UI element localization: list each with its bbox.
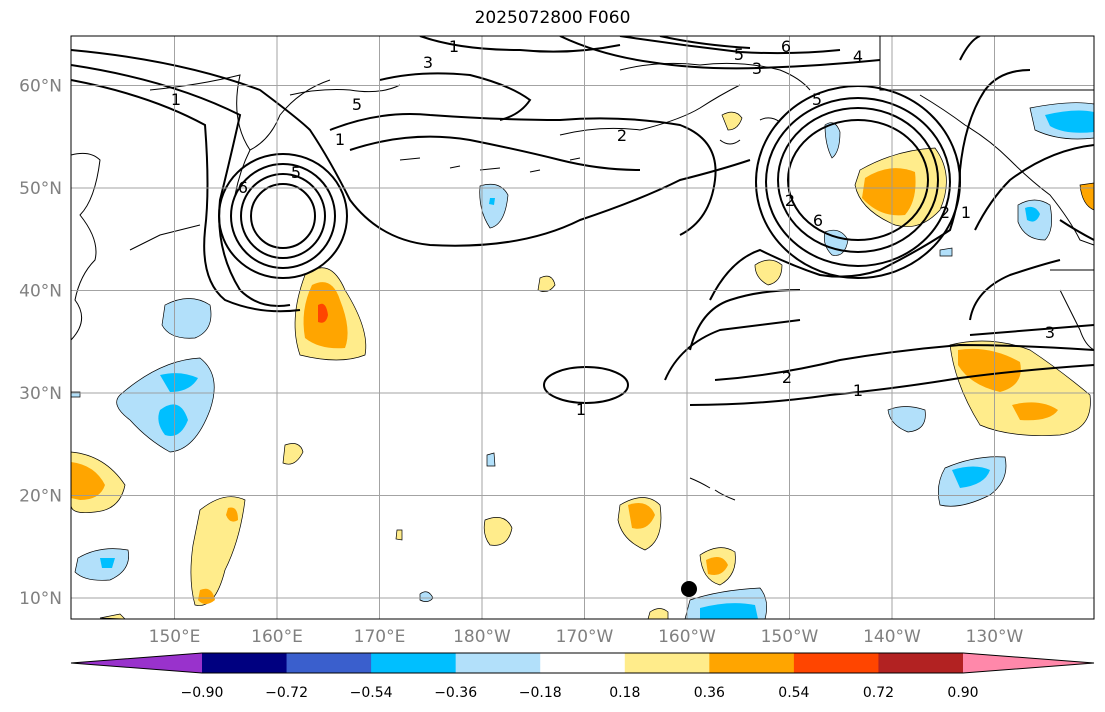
lon-tick-label: 160°W xyxy=(658,627,716,647)
contour-labels: 1 3 5 6 4 5 3 2 1 5 6 2 1 1 2 1 3 5 6 2 … xyxy=(171,37,1055,419)
colorbar-tick-label: −0.36 xyxy=(434,685,477,701)
colorbar-segment xyxy=(540,653,626,673)
lon-tick-label: 150°E xyxy=(149,627,201,647)
contour-label: 5 xyxy=(352,95,362,114)
lat-tick-label: 50°N xyxy=(19,179,62,199)
coastlines xyxy=(71,36,1094,501)
lon-tick-label: 170°E xyxy=(354,627,406,647)
contour-label: 2 xyxy=(782,368,792,387)
colorbar: −0.90 −0.72 −0.54 −0.36 −0.18 0.18 0.36 0.54 0.7… xyxy=(70,652,1095,701)
lon-tick-label: 160°E xyxy=(251,627,303,647)
contour-label: 5 xyxy=(291,163,301,182)
lon-tick-label: 130°W xyxy=(966,627,1024,647)
contour-label: 1 xyxy=(853,381,863,400)
contour-label: 1 xyxy=(449,37,459,56)
colorbar-tick-label: −0.18 xyxy=(519,685,562,701)
colorbar-extend-low xyxy=(71,653,202,673)
contour-label: 1 xyxy=(171,90,181,109)
colorbar-segment xyxy=(793,653,879,673)
contour-label: 5 xyxy=(812,90,822,109)
lat-tick-labels: 10°N 20°N 30°N 40°N 50°N 60°N xyxy=(19,77,62,610)
contour-label: 2 xyxy=(785,191,795,210)
lat-tick-label: 60°N xyxy=(19,77,62,97)
colorbar-segment xyxy=(286,653,372,673)
contour-label: 6 xyxy=(238,178,248,197)
colorbar-tick-label: −0.54 xyxy=(350,685,393,701)
colorbar-outline xyxy=(70,652,1095,674)
contour-label: 1 xyxy=(961,203,971,222)
colorbar-tick-label: 0.72 xyxy=(863,685,894,701)
point-marker xyxy=(681,581,697,597)
lon-tick-label: 180°W xyxy=(453,627,511,647)
contour-label: 1 xyxy=(335,130,345,149)
lon-tick-label: 140°W xyxy=(863,627,921,647)
lon-tick-label: 170°W xyxy=(556,627,614,647)
colorbar-tick-label: 0.36 xyxy=(694,685,725,701)
colorbar-segment xyxy=(202,653,288,673)
contour-label: 6 xyxy=(813,211,823,230)
colorbar-tick-label: −0.72 xyxy=(265,685,308,701)
colorbar-extend-high xyxy=(963,653,1094,673)
contour-label: 6 xyxy=(781,37,791,56)
lat-tick-label: 40°N xyxy=(19,282,62,302)
graticule xyxy=(71,36,1094,619)
colorbar-tick-label: 0.54 xyxy=(778,685,809,701)
lat-tick-label: 10°N xyxy=(19,589,62,609)
colorbar-segment xyxy=(371,653,457,673)
contour-label: 2 xyxy=(940,203,950,222)
colorbar-tick-label: −0.90 xyxy=(181,685,224,701)
colorbar-tick-label: 0.18 xyxy=(609,685,640,701)
contour-label: 2 xyxy=(617,126,627,145)
lon-tick-labels: 150°E 160°E 170°E 180°W 170°W 160°W 150°… xyxy=(149,627,1024,647)
colorbar-segment xyxy=(455,653,541,673)
contour-label: 4 xyxy=(853,47,863,66)
colorbar-tick-label: 0.90 xyxy=(947,685,978,701)
lon-tick-label: 150°W xyxy=(761,627,819,647)
contour-label: 1 xyxy=(576,400,586,419)
contour-label: 5 xyxy=(734,45,744,64)
contour-lines xyxy=(71,36,1094,406)
colorbar-segment xyxy=(709,653,795,673)
map-title: 2025072800 F060 xyxy=(474,8,631,28)
colorbar-segment xyxy=(878,653,964,673)
contour-label: 3 xyxy=(423,53,433,72)
contour-label: 3 xyxy=(1045,323,1055,342)
contour-label: 3 xyxy=(752,59,762,78)
lat-tick-label: 20°N xyxy=(19,487,62,507)
plot-frame xyxy=(70,35,1095,620)
lat-tick-label: 30°N xyxy=(19,384,62,404)
colorbar-segment xyxy=(624,653,710,673)
